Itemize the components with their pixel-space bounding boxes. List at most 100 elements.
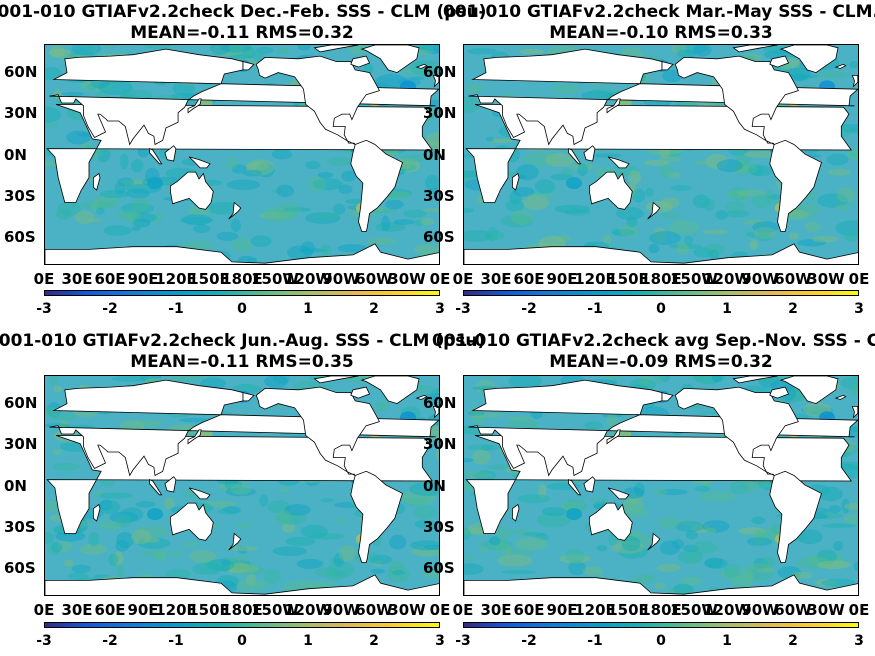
- x-tick-label: 0E: [33, 601, 55, 619]
- x-tick-label: 150E: [607, 270, 649, 288]
- ocean-map: [463, 375, 859, 596]
- land-polygon: [350, 386, 371, 399]
- land-polygon: [255, 386, 380, 476]
- land-polygon: [49, 48, 439, 146]
- y-tick-label: 0N: [423, 476, 446, 495]
- land-polygon: [674, 386, 799, 476]
- y-tick-label: 60N: [423, 393, 457, 412]
- x-tick-label: 0E: [848, 601, 870, 619]
- x-tick-label: 90W: [741, 270, 779, 288]
- x-tick-label: 180E: [640, 270, 682, 288]
- colorbar-tick-label: -3: [36, 633, 52, 649]
- chart-subtitle: MEAN=-0.11 RMS=0.32: [130, 23, 354, 43]
- y-tick-label: 30S: [423, 517, 455, 536]
- x-tick-label: 60W: [355, 601, 393, 619]
- land-polygon: [170, 502, 214, 541]
- land-polygon: [360, 376, 420, 405]
- land-polygon: [769, 55, 790, 68]
- colorbar-tick-label: -2: [521, 301, 537, 317]
- x-tick-label: 60E: [94, 601, 126, 619]
- x-tick-label: 120W: [284, 601, 332, 619]
- land-polygon: [606, 429, 621, 445]
- x-tick-label: 0E: [452, 270, 474, 288]
- land-polygon: [468, 48, 858, 146]
- land-polygon: [228, 532, 242, 551]
- land-polygon: [149, 478, 163, 496]
- x-tick-label: 150W: [251, 270, 299, 288]
- land-polygon: [45, 243, 439, 264]
- land-polygon: [647, 532, 661, 551]
- land-polygon: [779, 45, 839, 74]
- x-tick-label: 0E: [33, 270, 55, 288]
- y-tick-label: 60S: [423, 559, 455, 578]
- land-polygon: [834, 63, 847, 69]
- map-svg: [45, 45, 439, 264]
- x-tick-label: 60E: [513, 270, 545, 288]
- x-tick-label: 120W: [703, 601, 751, 619]
- x-tick-label: 60W: [774, 270, 812, 288]
- y-tick-label: 30N: [423, 104, 457, 123]
- land-polygon: [512, 503, 520, 522]
- land-polygon: [93, 172, 101, 191]
- land-polygon: [49, 379, 439, 477]
- land-polygon: [568, 147, 582, 165]
- land-polygon: [93, 503, 101, 522]
- colorbar-tick-label: 0: [237, 633, 247, 649]
- land-polygon: [769, 139, 822, 232]
- colorbar-tick-label: 1: [722, 633, 732, 649]
- land-polygon: [607, 156, 630, 169]
- land-masses: [464, 45, 858, 264]
- x-tick-label: 90E: [546, 601, 578, 619]
- y-tick-label: 30N: [423, 435, 457, 454]
- x-tick-label: 60W: [355, 270, 393, 288]
- land-polygon: [415, 394, 428, 400]
- land-polygon: [647, 201, 661, 220]
- colorbar-tick-label: -1: [168, 301, 184, 317]
- colorbar: [463, 290, 859, 296]
- land-polygon: [851, 405, 858, 419]
- x-tick-label: 150E: [607, 601, 649, 619]
- x-tick-label: 0E: [429, 270, 451, 288]
- y-tick-label: 30N: [4, 104, 38, 123]
- x-tick-label: 30E: [61, 601, 93, 619]
- y-tick-label: 60S: [4, 228, 36, 247]
- land-polygon: [589, 502, 633, 541]
- colorbar-tick-label: -3: [455, 633, 471, 649]
- land-polygon: [350, 139, 403, 232]
- ocean-map: [44, 375, 440, 596]
- land-polygon: [589, 171, 633, 210]
- x-tick-label: 150W: [251, 601, 299, 619]
- land-polygon: [313, 376, 359, 384]
- colorbar-tick-label: 0: [656, 301, 666, 317]
- land-polygon: [242, 392, 255, 402]
- land-polygon: [432, 405, 439, 419]
- x-tick-label: 180E: [221, 270, 263, 288]
- chart-subtitle: MEAN=-0.09 RMS=0.32: [549, 352, 773, 372]
- chart-title: 001-010 GTIAFv2.2check Dec.-Feb. SSS - C…: [0, 2, 487, 22]
- colorbar-tick-label: 3: [854, 301, 864, 317]
- colorbar-tick-label: -2: [521, 633, 537, 649]
- colorbar-tick-label: 2: [788, 301, 798, 317]
- colorbar-tick-label: -3: [455, 301, 471, 317]
- x-tick-label: 120E: [574, 601, 616, 619]
- colorbar-tick-label: 0: [656, 633, 666, 649]
- colorbar-tick-label: 1: [722, 301, 732, 317]
- colorbar: [44, 622, 440, 628]
- x-tick-label: 120W: [703, 270, 751, 288]
- land-polygon: [583, 145, 596, 162]
- land-polygon: [661, 61, 674, 71]
- x-tick-label: 30W: [807, 601, 845, 619]
- x-tick-label: 60E: [94, 270, 126, 288]
- y-tick-label: 0N: [423, 145, 446, 164]
- land-polygon: [851, 74, 858, 88]
- y-tick-label: 60S: [423, 228, 455, 247]
- x-tick-label: 60W: [774, 601, 812, 619]
- land-polygon: [45, 574, 439, 595]
- colorbar-tick-label: 3: [854, 633, 864, 649]
- chart-subtitle: MEAN=-0.11 RMS=0.35: [130, 352, 354, 372]
- land-polygon: [732, 376, 778, 384]
- x-tick-label: 90E: [127, 270, 159, 288]
- x-tick-label: 150E: [188, 601, 230, 619]
- land-polygon: [188, 156, 211, 169]
- land-polygon: [255, 55, 380, 145]
